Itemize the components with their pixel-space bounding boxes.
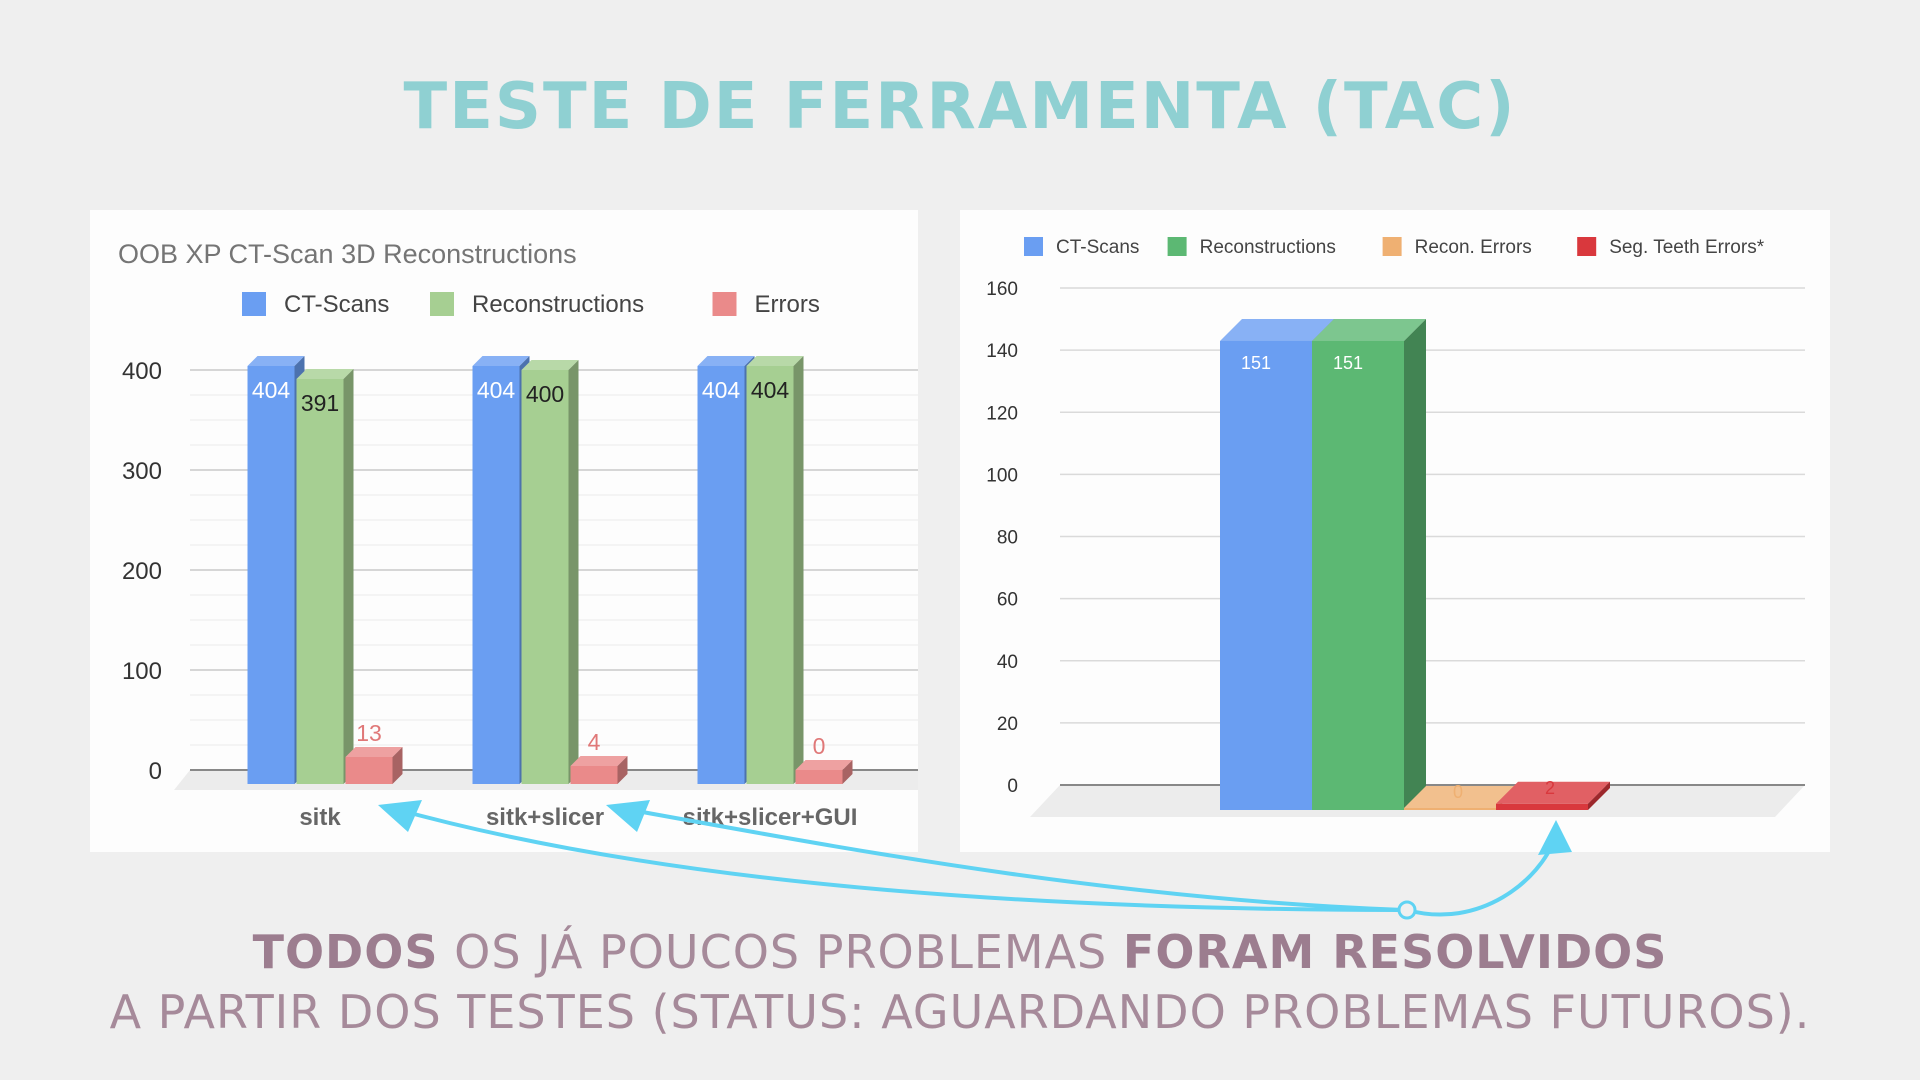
- y-tick-label-4: 400: [122, 358, 162, 385]
- legend-label-0: CT-Scans: [1056, 237, 1139, 258]
- data-label-0-1: 391: [301, 390, 339, 416]
- bar-0-0: [247, 356, 305, 784]
- y-tick-label-2: 200: [122, 558, 162, 585]
- y-tick-label-2: 40: [997, 652, 1018, 673]
- legend-label-1: Reconstructions: [472, 291, 644, 318]
- chart-title: OOB XP CT-Scan 3D Reconstructions: [118, 239, 577, 269]
- data-label-2-2: 0: [813, 733, 826, 759]
- bar-0-2: [345, 747, 403, 784]
- data-label-0-3: 2: [1545, 778, 1555, 798]
- category-label-2: sitk+slicer+GUI: [683, 804, 858, 831]
- y-tick-label-1: 100: [122, 658, 162, 685]
- bar-2-1: [746, 356, 804, 784]
- data-label-1-0: 404: [477, 377, 516, 403]
- category-label-1: sitk+slicer: [486, 804, 604, 831]
- y-tick-label-1: 20: [997, 714, 1018, 735]
- y-tick-label-0: 0: [149, 758, 162, 785]
- legend-swatch-3: [1577, 237, 1597, 256]
- legend-label-1: Reconstructions: [1200, 237, 1336, 258]
- slide-title: TESTE DE FERRAMENTA (TAC): [403, 70, 1517, 144]
- caption-line-1: TODOS OS JÁ POUCOS PROBLEMAS FORAM RESOL…: [0, 925, 1920, 979]
- legend-label-2: Errors: [755, 291, 820, 318]
- data-label-0-0: 151: [1241, 353, 1271, 373]
- legend-swatch-1: [1167, 237, 1187, 256]
- bar-0-1: [296, 369, 354, 784]
- data-label-2-1: 404: [751, 377, 790, 403]
- y-tick-label-5: 100: [986, 465, 1018, 486]
- data-label-0-2: 13: [356, 720, 382, 746]
- legend-label-3: Seg. Teeth Errors*: [1609, 237, 1765, 258]
- y-tick-label-3: 60: [997, 590, 1018, 611]
- data-label-2-0: 404: [702, 377, 741, 403]
- left-chart: OOB XP CT-Scan 3D Reconstructions CT-Scan…: [118, 239, 918, 831]
- data-label-0-0: 404: [252, 377, 291, 403]
- legend-swatch-1: [430, 292, 454, 316]
- bar-1-0: [472, 356, 530, 784]
- legend-label-0: CT-Scans: [284, 291, 389, 318]
- data-label-0-1: 151: [1333, 353, 1363, 373]
- category-label-0: sitk: [299, 804, 341, 831]
- legend-swatch-0: [242, 292, 266, 316]
- legend-swatch-2: [1382, 237, 1402, 256]
- y-tick-label-0: 0: [1007, 776, 1018, 797]
- data-label-1-2: 4: [588, 729, 601, 755]
- y-tick-label-7: 140: [986, 341, 1018, 362]
- left-chart-panel: OOB XP CT-Scan 3D Reconstructions CT-Scan…: [90, 210, 918, 852]
- y-tick-label-4: 80: [997, 528, 1018, 549]
- bar-1-2: [570, 756, 628, 784]
- caption-middle-text: OS JÁ POUCOS PROBLEMAS: [438, 925, 1123, 979]
- data-label-1-1: 400: [526, 381, 564, 407]
- legend-swatch-0: [1024, 237, 1043, 256]
- bar-0-3: [1496, 781, 1610, 810]
- caption-bold-todos: TODOS: [252, 925, 439, 979]
- legend-swatch-2: [712, 292, 737, 316]
- right-chart: CT-Scans Reconstructions Recon. Errors Seg.…: [986, 237, 1805, 817]
- bar-2-2: [795, 760, 853, 784]
- bar-1-1: [521, 360, 579, 784]
- caption-line-2: A PARTIR DOS TESTES (STATUS: AGUARDANDO …: [109, 985, 1811, 1039]
- y-tick-label-6: 120: [986, 403, 1018, 424]
- legend-label-2: Recon. Errors: [1415, 237, 1532, 258]
- bar-0-1: [1312, 318, 1426, 810]
- y-tick-label-8: 160: [986, 279, 1018, 300]
- data-label-0-2: 0: [1453, 782, 1463, 802]
- bar-2-0: [697, 356, 755, 784]
- arrow-origin-circle: [1397, 900, 1417, 920]
- right-chart-panel: CT-Scans Reconstructions Recon. Errors Seg.…: [960, 210, 1830, 852]
- y-tick-label-3: 300: [122, 458, 162, 485]
- caption-bold-resolved: FORAM RESOLVIDOS: [1122, 925, 1668, 979]
